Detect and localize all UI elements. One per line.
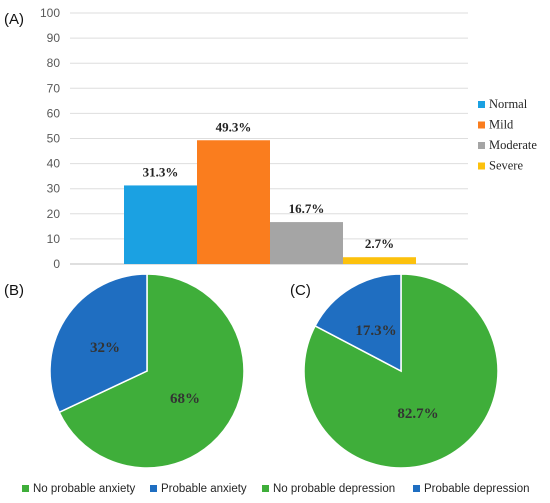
bar-severe [343,257,416,264]
legend-label-normal: Normal [489,97,528,111]
pie-slice-no-probable-anxiety [58,273,245,469]
bar-legend: Normal Mild Moderate Severe [478,97,537,173]
pie-slice-probable-anxiety [49,273,148,414]
slice-label: 17.3% [355,323,396,339]
bottom-legend-label: No probable anxiety [33,483,136,495]
bottom-legend: No probable anxiety Probable anxiety No pr… [22,483,530,495]
bar-chart: 0 10 20 30 40 50 60 70 80 90 100 31.3% 49.3% 16.7% 2.7… [40,6,468,271]
y-tick-label: 40 [47,157,61,171]
y-tick-label: 20 [47,207,61,221]
panel-label-b: (B) [4,282,24,299]
legend-swatch-mild [478,121,485,129]
y-tick-label: 90 [47,31,61,45]
y-tick-label: 80 [47,56,61,70]
y-tick-label: 50 [47,132,61,146]
y-tick-label: 100 [40,6,60,20]
panel-label-a: (A) [4,11,24,28]
y-tick-label: 0 [53,257,60,271]
pie-chart-depression: 82.7% 17.3% [303,273,499,469]
legend-label-moderate: Moderate [489,138,537,152]
y-tick-label: 10 [47,232,61,246]
legend-swatch-normal [478,101,485,108]
data-label: 31.3% [143,164,179,179]
bottom-legend-label: No probable depression [273,483,395,495]
data-label: 16.7% [289,201,325,216]
pie-slice-no-probable-depression [303,273,499,469]
slice-label: 32% [90,340,120,356]
legend-label-mild: Mild [489,118,514,132]
y-tick-label: 70 [47,81,61,95]
bottom-legend-label: Probable depression [424,483,530,495]
pie-chart-anxiety: 68% 32% [49,273,245,469]
panel-label-c: (C) [290,282,311,299]
bottom-legend-label: Probable anxiety [161,483,247,495]
data-label: 49.3% [216,119,252,134]
bottom-legend-swatch [413,485,420,492]
pie-slice-probable-depression [314,273,402,373]
bar-mild [197,140,270,264]
bar-normal [124,185,197,264]
legend-swatch-severe [478,162,485,170]
bar-moderate [270,222,343,264]
bottom-legend-swatch [262,485,269,492]
slice-label: 82.7% [397,406,438,422]
bottom-legend-swatch [22,485,29,492]
slice-label: 68% [170,391,200,407]
y-tick-label: 30 [47,182,61,196]
bottom-legend-swatch [150,485,157,492]
data-label: 2.7% [365,236,394,251]
legend-swatch-moderate [478,142,485,149]
y-tick-label: 60 [47,106,61,120]
legend-label-severe: Severe [489,159,523,173]
